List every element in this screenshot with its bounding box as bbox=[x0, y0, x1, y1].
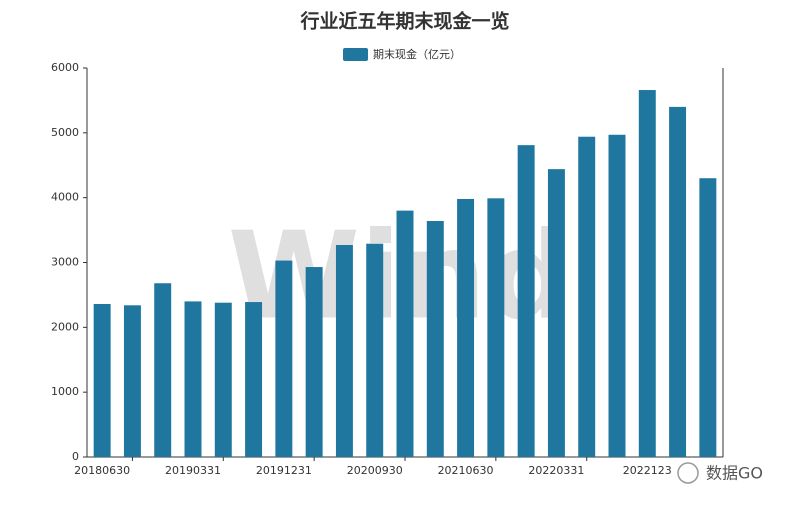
bar bbox=[426, 221, 444, 457]
logo-icon bbox=[677, 462, 699, 484]
x-tick-label: 2022123 bbox=[623, 464, 672, 477]
bar bbox=[305, 267, 323, 457]
legend-swatch bbox=[343, 48, 368, 61]
y-tick-label: 3000 bbox=[51, 256, 79, 269]
y-tick-label: 1000 bbox=[51, 385, 79, 398]
bar bbox=[154, 283, 172, 457]
bar bbox=[214, 302, 232, 457]
bar bbox=[184, 301, 202, 457]
x-tick-label: 20180630 bbox=[74, 464, 130, 477]
bar bbox=[123, 305, 141, 457]
legend-label: 期末现金（亿元） bbox=[373, 47, 461, 61]
y-tick-label: 6000 bbox=[51, 61, 79, 74]
bar bbox=[669, 106, 687, 458]
bar bbox=[457, 198, 475, 458]
bar bbox=[396, 210, 414, 457]
bar bbox=[487, 198, 505, 457]
y-tick-label: 4000 bbox=[51, 191, 79, 204]
x-tick-label: 20210630 bbox=[438, 464, 494, 477]
y-tick-label: 2000 bbox=[51, 320, 79, 333]
bar bbox=[578, 136, 596, 457]
bar bbox=[608, 134, 626, 458]
bar bbox=[245, 302, 263, 457]
chart-title: 行业近五年期末现金一览 bbox=[299, 10, 509, 33]
bar bbox=[547, 169, 565, 457]
x-tick-label: 20191231 bbox=[256, 464, 312, 477]
y-tick-label: 0 bbox=[72, 450, 79, 463]
bar bbox=[517, 145, 535, 457]
bar bbox=[275, 260, 293, 457]
logo: 数据GO bbox=[677, 462, 763, 484]
y-tick-label: 5000 bbox=[51, 126, 79, 139]
bar bbox=[93, 303, 111, 457]
bar bbox=[366, 243, 384, 457]
bar bbox=[699, 178, 717, 457]
bar bbox=[638, 90, 656, 457]
bar bbox=[335, 244, 353, 457]
logo-text: 数据GO bbox=[706, 464, 763, 483]
x-tick-label: 20190331 bbox=[165, 464, 221, 477]
x-tick-label: 20220331 bbox=[528, 464, 584, 477]
x-tick-label: 20200930 bbox=[347, 464, 403, 477]
